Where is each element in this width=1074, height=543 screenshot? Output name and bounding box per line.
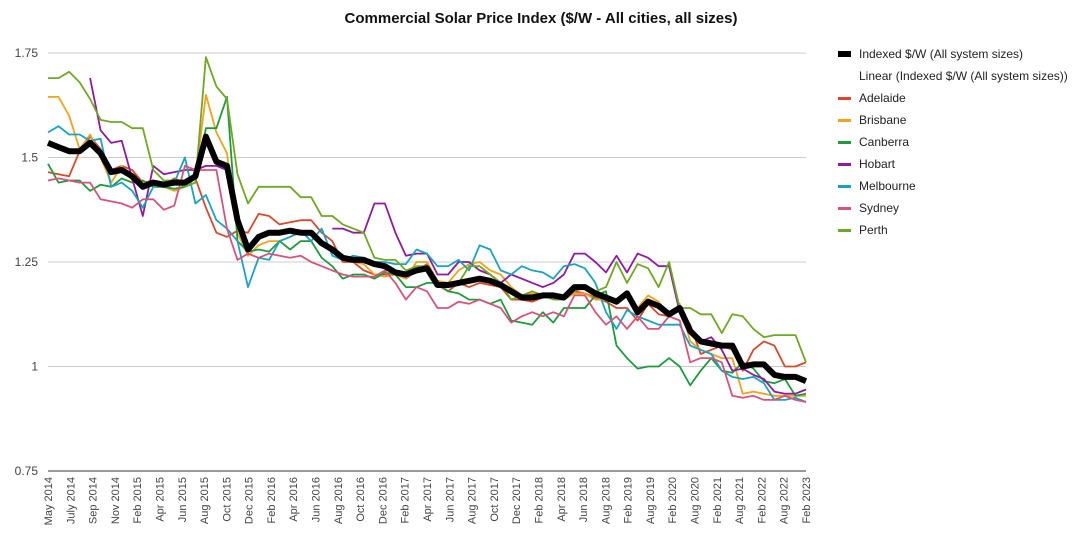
legend-item: Hobart [838,153,1068,175]
x-tick-label: Apr 2017 [422,477,434,522]
legend-item: Perth [838,219,1068,241]
y-tick-label: 1.5 [21,151,38,165]
x-tick-label: Oct 2015 [221,477,233,522]
x-tick-label: Jun 2016 [311,477,323,522]
legend-label: Indexed $/W (All system sizes) [859,47,1024,61]
x-tick-label: Apr 2015 [154,477,166,522]
legend-item: Linear (Indexed $/W (All system sizes)) [838,65,1068,87]
legend-label: Melbourne [859,179,916,193]
legend-label: Adelaide [859,91,906,105]
series-line-sydney [47,165,807,403]
x-tick-label: Aug 2016 [333,477,345,524]
legend-item: Adelaide [838,87,1068,109]
x-tick-label: Feb 2016 [266,477,278,523]
x-tick-label: Jun 2015 [177,477,189,522]
legend-label: Brisbane [859,113,907,127]
x-tick-label: Oct 2016 [355,477,367,522]
x-tick-label: Apr 2016 [288,477,300,522]
y-tick-label: 1.75 [15,46,39,60]
legend-swatch [838,118,851,122]
x-tick-label: Nov 2014 [110,477,122,524]
legend-swatch [838,140,851,144]
legend-swatch [838,162,851,166]
x-tick-label: Feb 2018 [533,477,545,523]
x-tick-label: Sep 2014 [88,477,100,524]
x-tick-label: Oct 2017 [489,477,501,522]
x-axis-ticks: May 2014 July 2014 Sep 2014 Nov 2014 Feb 201… [43,477,813,525]
legend-swatch [838,206,851,210]
x-tick-label: Aug 2019 [645,477,657,524]
x-tick-label: Feb 2017 [400,477,412,523]
legend-item: Melbourne [838,175,1068,197]
x-tick-label: Dec 2017 [511,477,523,524]
y-axis-ticks: 0.75 1 1.25 1.5 1.75 [15,46,39,478]
legend-swatch [838,96,851,100]
x-tick-label: Aug 2021 [734,477,746,524]
series-line-perth [48,56,807,363]
legend-item: Canberra [838,131,1068,153]
x-tick-label: Jun 2017 [444,477,456,522]
legend-label: Hobart [859,157,896,171]
x-tick-label: Feb 2019 [623,477,635,523]
x-tick-label: Aug 2017 [467,477,479,524]
x-tick-label: July 2014 [65,477,77,524]
legend-swatch [838,228,851,232]
legend-label: Sydney [859,201,900,215]
legend-item: Indexed $/W (All system sizes) [838,43,1068,65]
x-tick-label: Aug 2022 [779,477,791,524]
legend-label: Perth [859,223,888,237]
y-tick-label: 1 [31,360,38,374]
series-line-indexed-w-all-system-sizes [46,133,808,384]
legend-swatch [838,184,851,188]
x-tick-label: Feb 2023 [801,477,813,523]
legend-swatch [838,51,851,57]
x-tick-label: Apr 2018 [556,477,568,522]
legend: Indexed $/W (All system sizes) Linear (In… [838,43,1068,241]
x-tick-label: Feb 2021 [712,477,724,523]
legend-item: Sydney [838,197,1068,219]
x-tick-label: Aug 2018 [600,477,612,524]
x-tick-label: Aug 2015 [199,477,211,524]
legend-item: Brisbane [838,109,1068,131]
legend-swatch [838,75,851,78]
legend-label: Linear (Indexed $/W (All system sizes)) [859,69,1068,83]
x-tick-label: Dec 2015 [244,477,256,524]
x-tick-label: Feb 2020 [667,477,679,523]
series-line-brisbane [48,93,806,397]
legend-label: Canberra [859,135,910,149]
x-tick-label: Dec 2016 [377,477,389,524]
x-tick-label: Aug 2020 [690,477,702,524]
chart-title: Commercial Solar Price Index ($/W - All … [344,10,738,27]
y-tick-label: 1.25 [15,255,39,269]
series-lines [46,56,808,403]
series-line-hobart [89,77,807,395]
x-tick-label: Feb 2022 [756,477,768,523]
series-line-canberra [47,96,807,397]
x-tick-label: Feb 2015 [132,477,144,523]
x-tick-label: May 2014 [43,477,55,525]
y-tick-label: 0.75 [15,464,39,478]
x-tick-label: Jun 2018 [578,477,590,522]
